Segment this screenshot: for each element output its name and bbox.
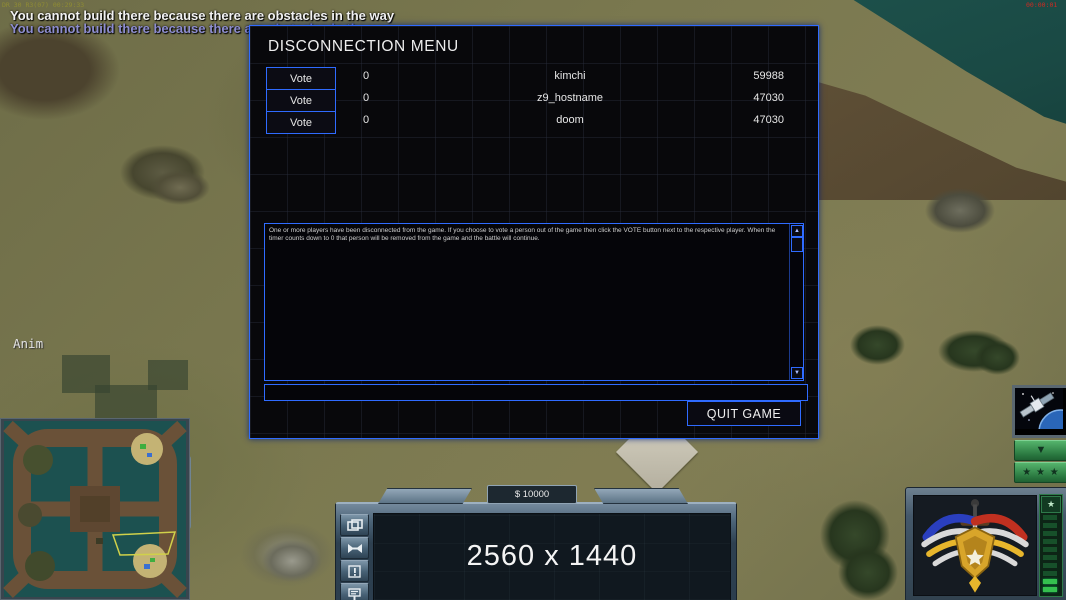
command-bar: 2560 x 1440 bbox=[335, 488, 737, 600]
alert-button[interactable] bbox=[340, 560, 369, 582]
disconnection-menu-dialog: DISCONNECTION MENU Vote 0 kimchi 59988 V… bbox=[249, 25, 819, 439]
command-bar-panel: 2560 x 1440 bbox=[373, 513, 731, 600]
vote-count: 0 bbox=[363, 70, 370, 82]
vote-button[interactable]: Vote bbox=[266, 111, 336, 134]
collapse-button[interactable]: ▼ bbox=[1014, 440, 1066, 461]
scroll-down-icon[interactable]: ▼ bbox=[791, 367, 803, 379]
three-stars-icon: ★ ★ ★ bbox=[1022, 466, 1060, 478]
wrench-bowtie-icon bbox=[347, 543, 362, 553]
resolution-text: 2560 x 1440 bbox=[466, 540, 638, 572]
command-bar-tab bbox=[378, 488, 472, 504]
system-message: You cannot build there because there are… bbox=[10, 8, 395, 23]
camera-frustum bbox=[111, 531, 177, 556]
dialog-title: DISCONNECTION MENU bbox=[268, 38, 459, 55]
xp-segment bbox=[1043, 579, 1057, 584]
signpost-icon bbox=[348, 587, 361, 600]
player-ping: 47030 bbox=[753, 114, 784, 126]
vote-count: 0 bbox=[363, 114, 370, 126]
usa-general-emblem bbox=[914, 496, 1036, 595]
quit-game-button[interactable]: QUIT GAME bbox=[687, 401, 801, 426]
vote-button[interactable]: Vote bbox=[266, 67, 336, 90]
sell-button[interactable] bbox=[340, 537, 369, 559]
tree bbox=[850, 325, 905, 365]
chevron-down-icon: ▼ bbox=[1035, 444, 1047, 456]
options-button[interactable] bbox=[340, 514, 369, 536]
countdown-timer: 00:00:01 bbox=[1026, 1, 1058, 9]
player-name: doom bbox=[556, 114, 584, 126]
beacon-button[interactable] bbox=[340, 583, 369, 600]
satellite-image bbox=[1015, 388, 1066, 455]
scroll-thumb[interactable] bbox=[791, 237, 803, 252]
rock-cluster bbox=[150, 170, 210, 205]
rank-stars-button[interactable]: ★ ★ ★ bbox=[1014, 462, 1066, 483]
xp-segment bbox=[1043, 539, 1057, 544]
terrain-patch bbox=[148, 360, 188, 390]
vote-button[interactable]: Vote bbox=[266, 89, 336, 112]
command-center-panel: ★ bbox=[905, 487, 1066, 600]
spy-satellite-thumbnail[interactable] bbox=[1012, 385, 1066, 455]
exclamation-box-icon bbox=[348, 564, 361, 578]
player-name: kimchi bbox=[554, 70, 586, 82]
tree bbox=[838, 545, 898, 600]
money-display: $ 10000 bbox=[487, 485, 577, 504]
xp-segment bbox=[1043, 523, 1057, 528]
rank-star-icon: ★ bbox=[1041, 496, 1061, 513]
windows-icon bbox=[346, 518, 363, 531]
xp-segment bbox=[1043, 515, 1057, 520]
scrollbar[interactable]: ▲ ▼ bbox=[789, 224, 803, 380]
xp-segment bbox=[1043, 555, 1057, 560]
rock-cluster bbox=[262, 540, 322, 582]
command-bar-tab bbox=[594, 488, 688, 504]
debug-stats-text: DR 30 R3(07) 00:29:33 bbox=[2, 1, 85, 9]
tree bbox=[975, 340, 1020, 375]
player-name: z9_hostname bbox=[536, 92, 604, 104]
rock-cluster bbox=[925, 188, 995, 233]
scroll-up-icon[interactable]: ▲ bbox=[791, 225, 803, 237]
vote-count: 0 bbox=[363, 92, 370, 104]
player-ping: 47030 bbox=[753, 92, 784, 104]
minimap-image bbox=[0, 418, 190, 600]
player-row: Vote 0 z9_hostname 47030 bbox=[250, 89, 818, 112]
minimap[interactable] bbox=[0, 418, 190, 600]
chat-input[interactable] bbox=[264, 384, 808, 401]
faction-emblem-panel bbox=[913, 495, 1037, 596]
description-box: One or more players have been disconnect… bbox=[264, 223, 804, 381]
player-row: Vote 0 kimchi 59988 bbox=[250, 67, 818, 90]
player-row: Vote 0 doom 47030 bbox=[250, 111, 818, 134]
player-ping: 59988 bbox=[753, 70, 784, 82]
experience-bar: ★ bbox=[1039, 494, 1063, 597]
xp-segment bbox=[1043, 587, 1057, 592]
general-promotion-buttons: ▼ ★ ★ ★ bbox=[1014, 440, 1066, 483]
anim-debug-label: Anim bbox=[13, 336, 44, 351]
xp-segment bbox=[1043, 531, 1057, 536]
xp-segment bbox=[1043, 563, 1057, 568]
xp-segment bbox=[1043, 547, 1057, 552]
terrain-shadow bbox=[0, 20, 120, 120]
xp-segment bbox=[1043, 571, 1057, 576]
description-text: One or more players have been disconnect… bbox=[269, 227, 776, 242]
